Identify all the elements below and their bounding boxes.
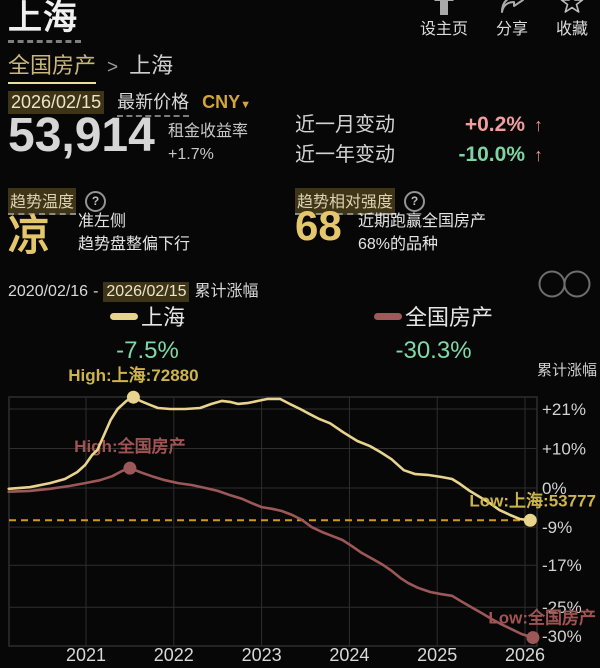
- monthly-change-row: 近一月变动 +0.2% ↑: [295, 108, 543, 137]
- trend-chart[interactable]: 2021 2022 2023 2024 2025 2026 +21% +10% 0% -9% -17…: [0, 355, 600, 668]
- legend-swatch-shanghai: [110, 312, 138, 320]
- legend-pct-shanghai: -7.5%: [116, 337, 179, 364]
- set-homepage-button[interactable]: 设主页: [420, 0, 468, 40]
- legend-item-shanghai[interactable]: 上海 -7.5%: [110, 300, 185, 365]
- legend-name-shanghai: 上海: [141, 305, 186, 330]
- trend-strength-label[interactable]: 趋势相对强度: [295, 188, 396, 215]
- share-label: 分享: [495, 21, 528, 38]
- breadcrumb: 全国房产 > 上海: [8, 48, 173, 84]
- svg-text:+21%: +21%: [542, 400, 586, 419]
- trend-strength-header: 趋势相对强度 ?: [295, 188, 426, 215]
- trend-strength-value: 68: [295, 202, 342, 249]
- share-icon: [499, 0, 525, 20]
- trend-temp-label[interactable]: 趋势温度: [8, 188, 77, 215]
- period-suffix: 累计涨幅: [194, 283, 259, 300]
- legend-name-national: 全国房产: [405, 305, 494, 330]
- svg-text:累计涨幅: 累计涨幅: [537, 362, 597, 379]
- rental-yield: 租金收益率 +1.7%: [168, 120, 248, 166]
- breadcrumb-separator: >: [107, 57, 119, 78]
- svg-text:High:上海:72880: High:上海:72880: [68, 365, 198, 385]
- share-button[interactable]: 分享: [496, 0, 528, 40]
- price-meta-row: 2026/02/15 最新价格 CNY▼: [8, 88, 251, 117]
- star-icon: [560, 0, 584, 20]
- svg-text:2022: 2022: [154, 645, 194, 665]
- currency-code: CNY: [202, 92, 241, 112]
- monthly-change-value: +0.2%: [464, 113, 525, 136]
- trend-temp-value: 凉: [8, 212, 51, 259]
- period-end-badge: 2026/02/15: [103, 282, 190, 302]
- latest-price-label[interactable]: 最新价格: [117, 88, 190, 117]
- trend-strength-desc: 近期跑赢全国房产 68%的品种: [358, 210, 486, 256]
- set-homepage-label: 设主页: [419, 21, 468, 38]
- period-dash: -: [93, 283, 99, 300]
- svg-text:-17%: -17%: [542, 556, 582, 575]
- svg-text:Low:全国房产: Low:全国房产: [488, 608, 596, 628]
- page-title: 上海: [8, 0, 81, 43]
- trend-temp-header: 趋势温度 ?: [8, 188, 107, 215]
- period-row: 2020/02/16 - 2026/02/15 累计涨幅: [8, 277, 259, 302]
- rental-yield-label: 租金收益率: [168, 123, 249, 140]
- svg-text:-9%: -9%: [542, 518, 572, 537]
- trend-temp-desc-line2: 趋势盘整偏下行: [78, 236, 191, 253]
- svg-text:High:全国房产: High:全国房产: [74, 436, 185, 456]
- svg-text:2023: 2023: [242, 645, 282, 665]
- current-price-value: 53,914: [8, 109, 155, 162]
- help-icon[interactable]: ?: [85, 191, 107, 212]
- breadcrumb-parent-link[interactable]: 全国房产: [8, 48, 97, 84]
- svg-text:Low:上海:53777: Low:上海:53777: [469, 490, 596, 510]
- svg-text:0%: 0%: [542, 479, 567, 498]
- svg-text:2025: 2025: [417, 645, 457, 665]
- favorite-button[interactable]: 收藏: [556, 0, 588, 40]
- trend-strength-desc-line1: 近期跑赢全国房产: [358, 213, 487, 230]
- legend-item-national[interactable]: 全国房产 -30.3%: [374, 300, 493, 365]
- svg-text:2026: 2026: [505, 645, 545, 665]
- help-icon[interactable]: ?: [404, 191, 426, 212]
- svg-text:-25%: -25%: [542, 598, 582, 617]
- svg-text:-30%: -30%: [542, 627, 582, 646]
- favorite-label: 收藏: [555, 21, 588, 38]
- svg-text:2021: 2021: [66, 645, 106, 665]
- currency-dropdown[interactable]: CNY▼: [202, 92, 251, 113]
- monthly-change-label: 近一月变动: [295, 114, 395, 136]
- infinity-icon[interactable]: [537, 268, 591, 305]
- up-arrow-icon: ↑: [534, 145, 543, 165]
- legend-pct-national: -30.3%: [395, 337, 472, 364]
- period-start: 2020/02/16: [8, 283, 89, 300]
- legend-swatch-national: [374, 312, 402, 320]
- yearly-change-value: -10.0%: [458, 143, 525, 166]
- latest-date-badge: 2026/02/15: [8, 91, 105, 114]
- breadcrumb-current: 上海: [129, 53, 174, 78]
- yearly-change-row: 近一年变动 -10.0% ↑: [295, 138, 543, 167]
- svg-text:2024: 2024: [329, 645, 369, 665]
- trend-strength-desc-line2: 68%的品种: [358, 236, 439, 253]
- header-actions: 设主页 分享 收藏: [420, 0, 588, 40]
- yearly-change-label: 近一年变动: [295, 144, 395, 166]
- trend-temp-desc: 准左侧 趋势盘整偏下行: [78, 210, 190, 256]
- home-up-icon: [433, 0, 454, 20]
- svg-text:+10%: +10%: [542, 440, 586, 459]
- chevron-down-icon: ▼: [240, 99, 251, 111]
- trend-temp-desc-line1: 准左侧: [78, 213, 127, 230]
- rental-yield-value: +1.7%: [168, 146, 214, 163]
- up-arrow-icon: ↑: [534, 115, 543, 135]
